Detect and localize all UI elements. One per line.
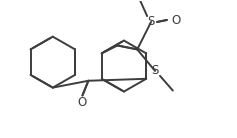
Text: S: S [151, 64, 159, 77]
Text: O: O [171, 14, 180, 26]
Text: S: S [147, 15, 155, 28]
Text: O: O [78, 96, 87, 109]
